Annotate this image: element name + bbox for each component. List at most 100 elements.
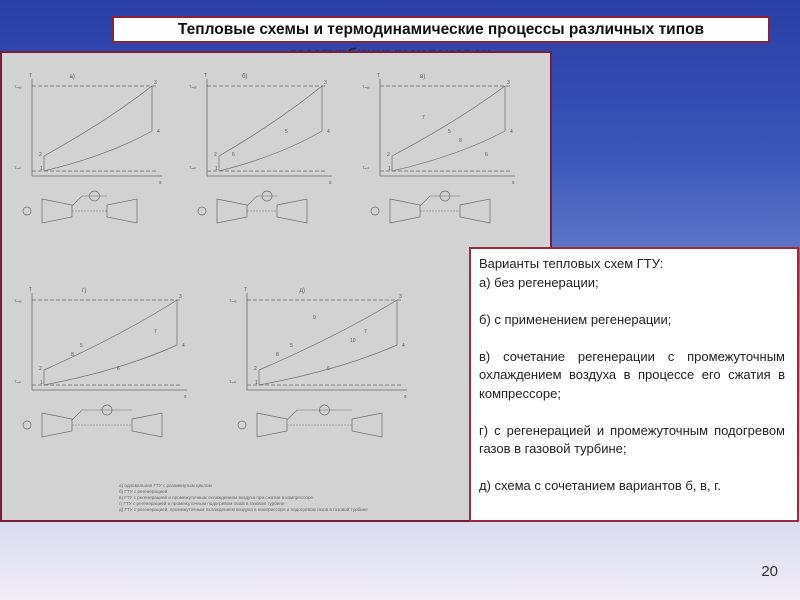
point-label: 1 xyxy=(40,380,43,386)
variant-item: б) с применением регенерации; xyxy=(479,311,672,327)
flow-line xyxy=(419,195,460,207)
slide-title-text: Тепловые схемы и термодинамические проце… xyxy=(177,20,705,38)
point-label: 7 xyxy=(364,329,367,335)
process-curve-upper xyxy=(218,85,323,157)
process-curve-upper xyxy=(43,299,178,371)
variants-heading: Варианты тепловых схем ГТУ: xyxy=(479,256,664,271)
point-label: 3 xyxy=(154,80,157,86)
tmin-label: Tₘᵢₙ xyxy=(229,379,237,384)
process-curve-lower xyxy=(43,130,153,172)
point-label: 6 xyxy=(232,152,235,158)
point-label: 4 xyxy=(510,129,513,135)
point-label: 8 xyxy=(459,138,462,144)
flow-line xyxy=(71,409,132,421)
t-axis-label: T xyxy=(244,287,247,293)
flow-line xyxy=(71,195,107,207)
process-curve-lower xyxy=(43,344,178,386)
point-label: 2 xyxy=(254,366,257,372)
t-axis-label: T xyxy=(204,73,207,79)
point-label: 5 xyxy=(80,343,83,349)
point-label: 8 xyxy=(276,352,279,358)
point-label: 2 xyxy=(39,152,42,158)
point-label: 6 xyxy=(117,366,120,372)
tmax-label: Tₘₐₓ xyxy=(14,84,22,89)
point-label: 10 xyxy=(350,338,356,344)
t-axis-label: T xyxy=(377,73,380,79)
t-axis-label: T xyxy=(29,73,32,79)
page-number: 20 xyxy=(761,563,778,580)
point-label: 1 xyxy=(255,380,258,386)
process-curve-upper xyxy=(391,85,506,157)
point-label: 3 xyxy=(399,294,402,300)
generator-shape xyxy=(237,420,247,430)
figure-caption: а) одновальная ГТУ с разомкнутым циклом … xyxy=(119,483,368,513)
point-label: 7 xyxy=(154,329,157,335)
compressor-shape xyxy=(256,412,288,438)
tmin-label: Tₘᵢₙ xyxy=(362,165,370,170)
tmin-label: Tₘᵢₙ xyxy=(14,165,22,170)
panel-label: в) xyxy=(420,74,425,80)
compressor-shape xyxy=(41,412,73,438)
compressor-shape xyxy=(41,198,73,224)
point-label: 5 xyxy=(290,343,293,349)
flow-line xyxy=(246,195,277,207)
s-axis-label: s xyxy=(329,180,332,186)
point-label: 1 xyxy=(388,166,391,172)
point-label: 8 xyxy=(71,352,74,358)
point-label: 2 xyxy=(387,152,390,158)
point-label: 1 xyxy=(215,166,218,172)
caption-line: б) ГТУ с регенерацией xyxy=(119,489,168,494)
point-label: 1 xyxy=(40,166,43,172)
caption-line: в) ГТУ с регенерацией и промежуточным ох… xyxy=(119,495,314,500)
point-label: 3 xyxy=(507,80,510,86)
caption-line: г) ГТУ с регенерацией и промежуточным по… xyxy=(119,501,285,506)
point-label: 5 xyxy=(285,129,288,135)
process-curve-lower xyxy=(391,130,506,172)
process-curve-upper xyxy=(43,85,153,157)
tmax-label: Tₘₐₓ xyxy=(189,84,197,89)
generator-shape xyxy=(370,206,380,216)
generator-shape xyxy=(22,206,32,216)
tmax-label: Tₘₐₓ xyxy=(362,84,370,89)
variant-item: в) сочетание регенерации с промежуточным… xyxy=(479,348,785,401)
s-axis-label: s xyxy=(404,394,407,400)
turbine-shape xyxy=(276,198,308,224)
generator-shape xyxy=(22,420,32,430)
s-axis-label: s xyxy=(512,180,515,186)
panel-label: б) xyxy=(242,74,247,80)
s-axis-label: s xyxy=(184,394,187,400)
caption-line: а) одновальная ГТУ с разомкнутым циклом xyxy=(119,483,212,488)
variants-textbox: Варианты тепловых схем ГТУ: а) без реген… xyxy=(469,247,799,522)
point-label: 4 xyxy=(157,129,160,135)
process-curve-lower xyxy=(218,130,323,172)
process-curve-lower xyxy=(258,344,398,386)
variant-item: д) схема с сочетанием вариантов б, в, г. xyxy=(479,478,721,493)
process-curve-upper xyxy=(258,299,398,371)
point-label: 4 xyxy=(402,343,405,349)
point-label: 4 xyxy=(182,343,185,349)
t-axis-label: T xyxy=(29,287,32,293)
diagram-canvas: а) Ts Tₘₐₓ Tₘᵢₙ 1 2 3 4 б) Ts Tₘₐₓ Tₘᵢₙ 1 2 3 4 5 6 в) Ts Tₘ… xyxy=(14,73,515,438)
variant-item: а) без регенерации; xyxy=(479,274,599,290)
point-label: 5 xyxy=(448,129,451,135)
tmin-label: Tₘᵢₙ xyxy=(189,165,197,170)
point-label: 3 xyxy=(179,294,182,300)
point-label: 7 xyxy=(422,115,425,121)
slide-title: Тепловые схемы и термодинамические проце… xyxy=(112,16,770,43)
point-label: 3 xyxy=(324,80,327,86)
caption-line: д) ГТУ с регенерацией, промежуточным охл… xyxy=(119,507,368,512)
panel-label: д) xyxy=(300,288,306,294)
turbine-shape xyxy=(106,198,138,224)
compressor-shape xyxy=(389,198,421,224)
point-label: 9 xyxy=(313,315,316,321)
point-label: 2 xyxy=(39,366,42,372)
tmax-label: Tₘₐₓ xyxy=(14,298,22,303)
tmin-label: Tₘᵢₙ xyxy=(14,379,22,384)
generator-shape xyxy=(197,206,207,216)
variant-item: г) с регенерацией и промежуточным подогр… xyxy=(479,422,785,457)
panel-label: г) xyxy=(82,288,86,294)
point-label: 2 xyxy=(214,152,217,158)
compressor-shape xyxy=(216,198,248,224)
turbine-shape xyxy=(459,198,491,224)
tmax-label: Tₘₐₓ xyxy=(229,298,237,303)
